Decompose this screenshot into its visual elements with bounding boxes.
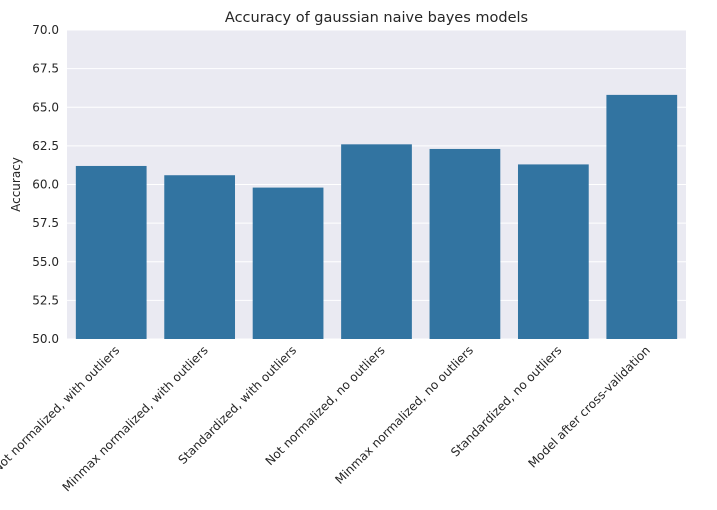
y-tick-label: 60.0 (32, 178, 59, 192)
y-tick-label: 65.0 (32, 100, 59, 114)
bar (517, 164, 589, 339)
bar (75, 165, 147, 339)
y-tick-label: 62.5 (32, 139, 59, 153)
y-tick-label: 50.0 (32, 332, 59, 346)
y-tick-label: 67.5 (32, 62, 59, 76)
bar (164, 175, 236, 339)
x-tick-label: Minmax normalized, with outliers (60, 343, 211, 494)
bar (429, 148, 501, 339)
y-tick-labels: 50.0 52.5 55.0 57.5 60.0 62.5 65.0 67.5 70.0 (32, 23, 59, 346)
y-tick-label: 52.5 (32, 293, 59, 307)
bar (341, 144, 412, 339)
y-tick-label: 55.0 (32, 255, 59, 269)
bar (252, 187, 324, 339)
chart-title: Accuracy of gaussian naive bayes models (225, 10, 528, 26)
y-tick-label: 57.5 (32, 216, 59, 230)
y-axis-label: Accuracy (9, 157, 23, 212)
x-tick-label: Minmax normalized, no outliers (332, 343, 476, 487)
bar (606, 94, 678, 339)
bars (75, 94, 678, 339)
y-tick-label: 70.0 (32, 23, 59, 37)
